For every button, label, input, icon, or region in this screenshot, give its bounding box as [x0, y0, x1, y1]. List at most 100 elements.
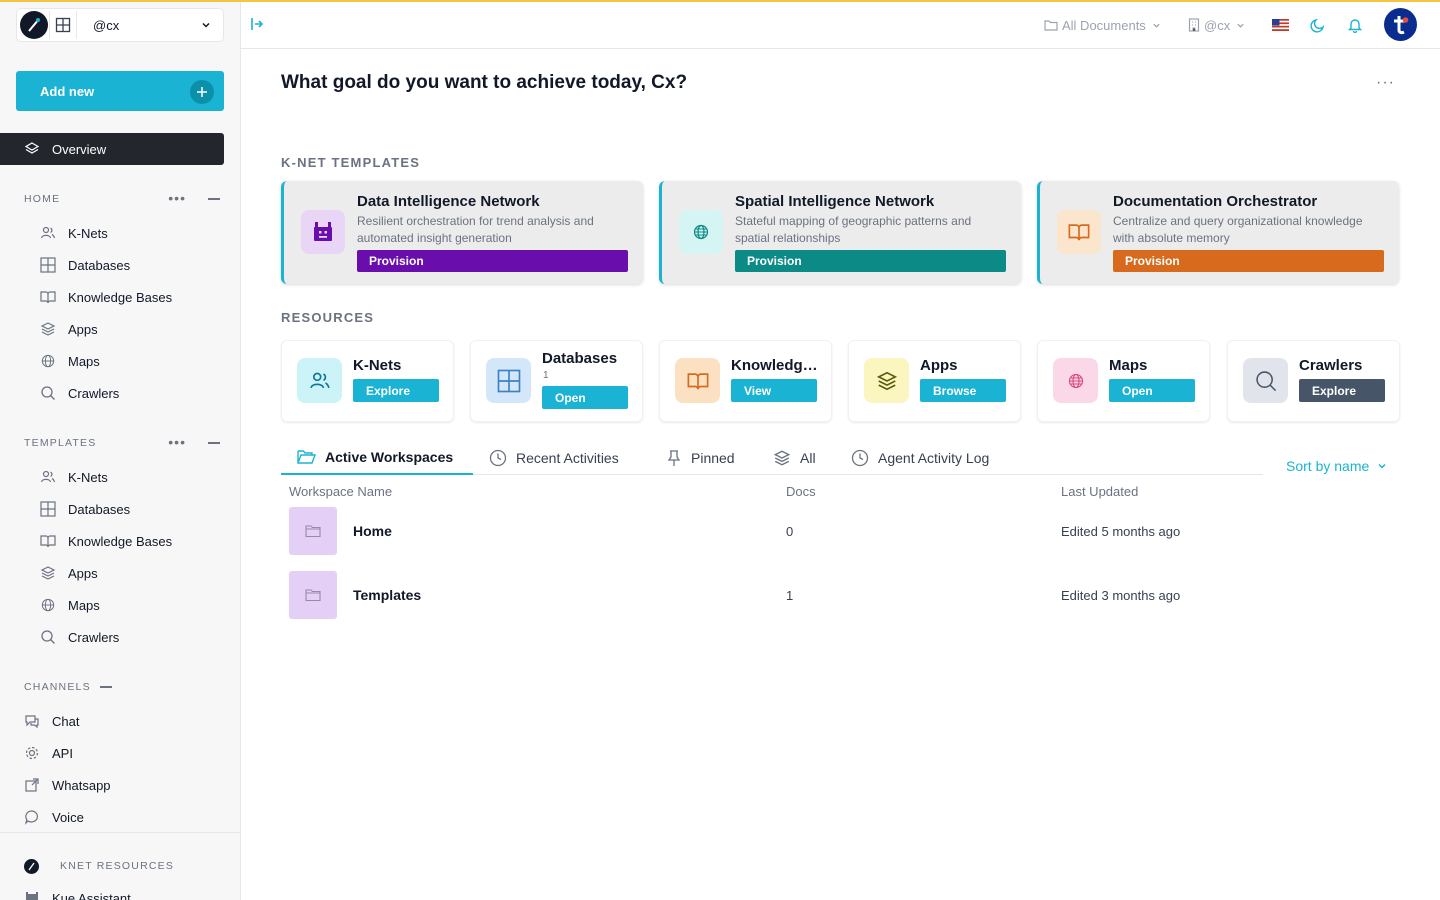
sidebar-item-label: Overview — [52, 141, 107, 157]
grid-icon — [40, 257, 56, 273]
brand-logo-icon — [20, 11, 48, 39]
sidebar-item-crawlers[interactable]: Crawlers — [40, 383, 119, 403]
section-channels: CHANNELS — [24, 679, 224, 695]
template-card-spatial-intelligence[interactable]: Spatial Intelligence Network Stateful ma… — [659, 181, 1021, 284]
resource-card-crawlers[interactable]: Crawlers Explore — [1227, 340, 1400, 422]
gear-icon — [24, 745, 40, 761]
open-button[interactable]: Open — [1109, 379, 1195, 402]
tab-all[interactable]: All — [773, 440, 816, 475]
sidebar-item-label: Apps — [68, 321, 98, 337]
more-icon[interactable]: ••• — [168, 434, 186, 450]
org-dropdown[interactable]: @cx — [1188, 16, 1245, 34]
notifications-button[interactable] — [1347, 16, 1363, 34]
collapse-icon[interactable] — [100, 686, 112, 688]
kue-assistant-label: Kue Assistant — [52, 890, 131, 900]
sidebar-item-knets[interactable]: K-Nets — [40, 223, 108, 243]
documents-label: All Documents — [1062, 17, 1146, 33]
top-accent-line — [0, 0, 1440, 2]
column-header-last-updated[interactable]: Last Updated — [1061, 484, 1139, 499]
template-title: Documentation Orchestrator — [1113, 193, 1318, 210]
workspace-name: @cx — [93, 17, 120, 33]
folder-icon[interactable] — [289, 507, 337, 555]
resources-section-title: RESOURCES — [281, 310, 375, 325]
workspace-updated: Edited 5 months ago — [1061, 524, 1181, 539]
provision-button[interactable]: Provision — [357, 250, 628, 272]
resource-card-databases[interactable]: Databases 1 Open — [470, 340, 643, 422]
grid-icon — [486, 358, 531, 403]
sidebar-item-label: Apps — [68, 565, 98, 581]
column-header-docs[interactable]: Docs — [786, 484, 816, 499]
more-options-icon[interactable]: ··· — [1376, 74, 1395, 91]
tab-pinned[interactable]: Pinned — [666, 440, 735, 475]
sidebar-item-label: K-Nets — [68, 225, 108, 241]
column-header-workspace-name[interactable]: Workspace Name — [289, 484, 393, 499]
resource-card-knowledge-bases[interactable]: Knowledge Bases View — [659, 340, 832, 422]
sidebar-item-template-crawlers[interactable]: Crawlers — [40, 627, 119, 647]
channel-whatsapp[interactable]: Whatsapp — [24, 775, 111, 795]
user-avatar[interactable] — [1384, 8, 1417, 41]
sidebar-item-template-knowledge-bases[interactable]: Knowledge Bases — [40, 531, 172, 551]
sidebar-item-knowledge-bases[interactable]: Knowledge Bases — [40, 287, 172, 307]
book-icon — [675, 358, 720, 403]
resource-card-maps[interactable]: Maps Open — [1037, 340, 1210, 422]
chevron-down-icon — [1152, 21, 1161, 30]
more-icon[interactable]: ••• — [168, 190, 186, 206]
language-flag-button[interactable] — [1272, 16, 1289, 34]
collapse-icon[interactable] — [208, 442, 220, 444]
dark-mode-toggle[interactable] — [1310, 16, 1326, 34]
sidebar-item-template-maps[interactable]: Maps — [40, 595, 100, 615]
sidebar-item-maps[interactable]: Maps — [40, 351, 100, 371]
workspace-docs: 0 — [786, 524, 794, 539]
provision-button[interactable]: Provision — [1113, 250, 1384, 272]
section-templates: TEMPLATES ••• — [24, 434, 224, 451]
add-new-button[interactable]: Add new — [16, 71, 224, 111]
folder-icon[interactable] — [289, 571, 337, 619]
workspace-switcher[interactable]: @cx — [16, 8, 224, 42]
resource-card-apps[interactable]: Apps Browse — [848, 340, 1021, 422]
template-card-data-intelligence[interactable]: Data Intelligence Network Resilient orch… — [281, 181, 643, 284]
template-card-documentation-orchestrator[interactable]: Documentation Orchestrator Centralize an… — [1037, 181, 1399, 284]
globe-icon — [40, 353, 56, 369]
sidebar-item-label: Databases — [68, 501, 131, 517]
sidebar-item-label: Maps — [68, 353, 100, 369]
tab-active-workspaces[interactable]: Active Workspaces — [281, 440, 473, 475]
resource-count: 1 — [543, 370, 549, 381]
collapse-sidebar-icon[interactable] — [249, 16, 265, 35]
sidebar-item-label: Crawlers — [68, 629, 120, 645]
sort-dropdown[interactable]: Sort by name — [1286, 458, 1387, 474]
templates-section-title: K-NET TEMPLATES — [281, 155, 421, 170]
tab-agent-activity-log[interactable]: Agent Activity Log — [851, 440, 989, 475]
knet-logo-icon — [24, 858, 39, 874]
provision-button[interactable]: Provision — [735, 250, 1006, 272]
template-description: Centralize and query organizational know… — [1113, 214, 1363, 245]
explore-button[interactable]: Explore — [1299, 379, 1385, 402]
channel-label: Voice — [52, 809, 84, 825]
channel-api[interactable]: API — [24, 743, 73, 763]
explore-button[interactable]: Explore — [353, 379, 439, 402]
layers-icon — [24, 142, 40, 154]
sidebar-item-template-databases[interactable]: Databases — [40, 499, 130, 519]
resource-card-knets[interactable]: K-Nets Explore — [281, 340, 454, 422]
clock-icon — [489, 449, 507, 467]
documents-dropdown[interactable]: All Documents — [1044, 16, 1161, 34]
workspace-docs: 1 — [786, 588, 794, 603]
sidebar-item-databases[interactable]: Databases — [40, 255, 130, 275]
open-button[interactable]: Open — [542, 386, 628, 409]
channel-label: Whatsapp — [52, 777, 111, 793]
apps-grid-icon[interactable] — [49, 11, 77, 39]
channel-voice[interactable]: Voice — [24, 807, 84, 827]
workspace-name-home[interactable]: Home — [353, 523, 392, 539]
collapse-icon[interactable] — [208, 198, 220, 200]
sidebar-item-template-apps[interactable]: Apps — [40, 563, 98, 583]
browse-button[interactable]: Browse — [920, 379, 1006, 402]
workspace-name-templates[interactable]: Templates — [353, 587, 422, 603]
sidebar-item-overview[interactable]: Overview — [0, 133, 224, 165]
sidebar-item-apps[interactable]: Apps — [40, 319, 98, 339]
users-icon — [40, 469, 56, 485]
chevron-down-icon — [1236, 21, 1245, 30]
sidebar-item-template-knets[interactable]: K-Nets — [40, 467, 108, 487]
tab-recent-activities[interactable]: Recent Activities — [489, 440, 619, 475]
view-button[interactable]: View — [731, 379, 817, 402]
channel-chat[interactable]: Chat — [24, 711, 79, 731]
kue-assistant-item[interactable]: Kue Assistant — [24, 888, 131, 900]
